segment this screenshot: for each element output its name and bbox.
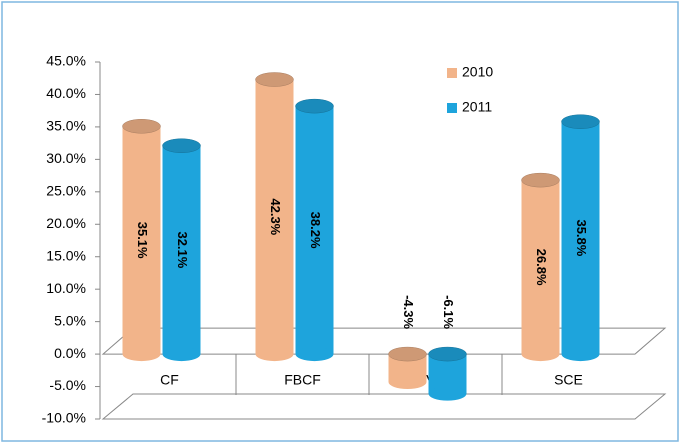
y-tick-label: 30.0% xyxy=(46,150,86,166)
y-tick-label: 15.0% xyxy=(46,247,86,263)
bar-cap xyxy=(388,346,427,362)
y-tick-label: 45.0% xyxy=(46,53,86,69)
floor xyxy=(101,393,667,420)
x-tick-label: SCE xyxy=(554,372,583,388)
y-tick-label: 5.0% xyxy=(54,312,86,328)
value-label: -6.1% xyxy=(441,295,456,329)
value-label: 35.8% xyxy=(574,219,589,256)
bar xyxy=(122,126,161,355)
bar-base xyxy=(521,347,560,362)
value-label: 42.3% xyxy=(268,198,283,235)
y-tick-label: 40.0% xyxy=(46,85,86,101)
bar-cap xyxy=(162,138,201,153)
y-tick-label: -10.0% xyxy=(42,410,86,426)
bar-base xyxy=(388,375,427,390)
bar xyxy=(255,79,294,355)
x-tick-label: CF xyxy=(160,372,179,388)
value-label: 38.2% xyxy=(308,212,323,249)
value-label: 35.1% xyxy=(135,222,150,259)
y-tick-label: 25.0% xyxy=(46,183,86,199)
bar-base xyxy=(295,347,334,362)
legend-swatch xyxy=(447,68,457,78)
legend-swatch xyxy=(447,103,457,113)
bar-cap xyxy=(295,98,334,114)
y-tick-label: -5.0% xyxy=(49,377,86,393)
bar-base xyxy=(561,347,600,362)
y-tick-label: 0.0% xyxy=(54,345,86,361)
bar-cap xyxy=(428,346,467,362)
bar xyxy=(561,121,600,355)
y-tick-label: 20.0% xyxy=(46,215,86,231)
bar-base xyxy=(162,347,201,362)
bar-cap xyxy=(521,172,560,188)
legend-label: 2010 xyxy=(462,64,493,80)
bar-cap xyxy=(255,72,294,87)
value-label: -4.3% xyxy=(401,295,416,329)
bar-base xyxy=(122,347,161,362)
legend-label: 2011 xyxy=(462,99,492,115)
y-tick-label: 35.0% xyxy=(46,118,86,134)
bar-cap xyxy=(122,119,161,134)
value-label: 32.1% xyxy=(175,231,190,268)
x-tick-label: FBCF xyxy=(284,372,321,388)
value-label: 26.8% xyxy=(534,249,549,286)
bar xyxy=(162,145,201,355)
y-tick-label: 10.0% xyxy=(46,280,86,296)
bar xyxy=(521,180,560,355)
bar xyxy=(295,106,334,355)
bar-cap xyxy=(561,114,600,129)
bar-base xyxy=(428,386,467,401)
bar-base xyxy=(255,347,294,362)
